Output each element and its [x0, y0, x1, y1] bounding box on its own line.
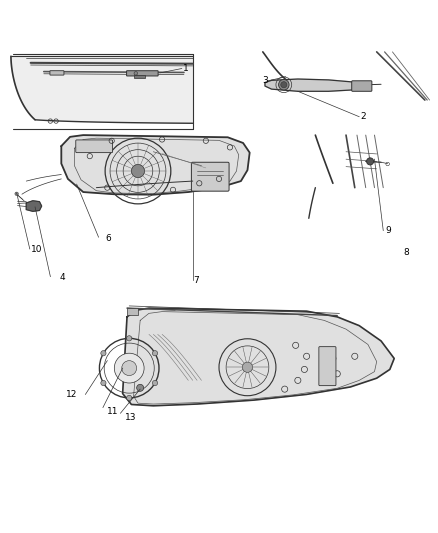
FancyBboxPatch shape — [76, 140, 113, 152]
Text: 6: 6 — [105, 233, 111, 243]
Text: 3: 3 — [262, 76, 268, 85]
Text: 1: 1 — [183, 64, 189, 73]
Polygon shape — [123, 308, 394, 406]
FancyBboxPatch shape — [50, 71, 64, 75]
Polygon shape — [265, 79, 368, 91]
Text: 2: 2 — [360, 112, 366, 121]
Text: 8: 8 — [403, 248, 409, 257]
Circle shape — [367, 158, 374, 165]
Circle shape — [152, 381, 158, 386]
Polygon shape — [61, 135, 250, 195]
Circle shape — [152, 351, 158, 356]
Text: 10: 10 — [31, 245, 42, 254]
Circle shape — [15, 192, 18, 196]
Text: 13: 13 — [125, 413, 136, 422]
Circle shape — [101, 381, 106, 386]
Text: 11: 11 — [107, 407, 119, 416]
Bar — [134, 75, 145, 78]
FancyBboxPatch shape — [127, 71, 158, 76]
Circle shape — [131, 165, 145, 177]
Circle shape — [281, 82, 287, 88]
Circle shape — [122, 361, 137, 376]
Circle shape — [127, 395, 132, 400]
Text: 4: 4 — [59, 273, 65, 282]
Circle shape — [242, 362, 253, 373]
Circle shape — [101, 351, 106, 356]
Text: 9: 9 — [385, 226, 391, 235]
Polygon shape — [11, 56, 193, 123]
Text: 7: 7 — [193, 276, 198, 285]
Circle shape — [127, 336, 132, 341]
FancyBboxPatch shape — [191, 162, 229, 191]
Polygon shape — [26, 201, 42, 211]
FancyBboxPatch shape — [319, 346, 336, 386]
Bar — [127, 308, 138, 314]
Circle shape — [137, 384, 144, 391]
FancyBboxPatch shape — [352, 81, 372, 91]
Circle shape — [279, 79, 289, 90]
Circle shape — [134, 71, 138, 75]
Text: 12: 12 — [66, 390, 77, 399]
Circle shape — [114, 353, 144, 383]
